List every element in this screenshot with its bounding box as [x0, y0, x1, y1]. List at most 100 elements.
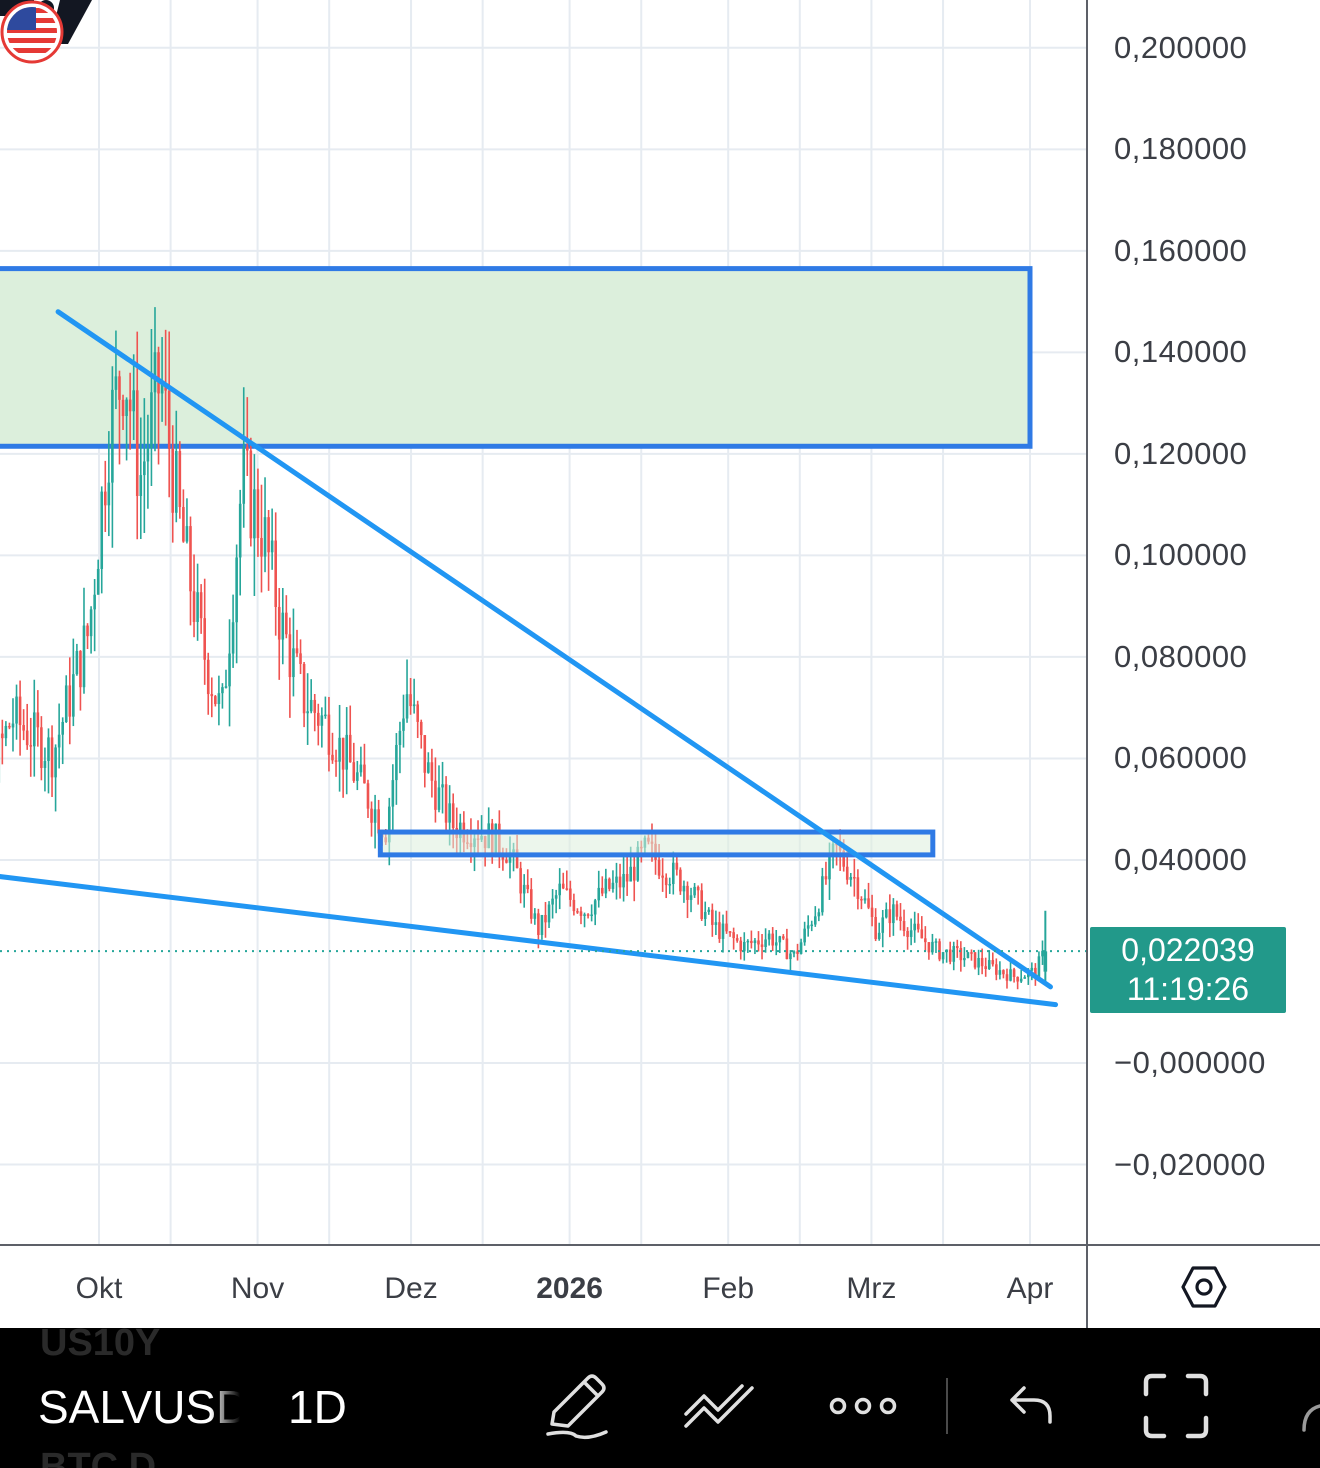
candle — [160, 337, 164, 422]
candle — [196, 563, 199, 641]
candle — [334, 749, 338, 777]
symbol-button[interactable]: SALVUSD — [38, 1380, 240, 1434]
candle — [238, 489, 242, 596]
last-candle — [1043, 910, 1048, 982]
candle — [118, 370, 121, 465]
candle — [299, 639, 302, 675]
candle-countdown: 11:19:26 — [1126, 971, 1250, 1008]
price-axis-label: 0,120000 — [1114, 435, 1248, 471]
previous-symbol-ghost: US10Y — [40, 1328, 161, 1364]
candle — [402, 694, 405, 748]
candle — [661, 858, 664, 892]
candle — [231, 594, 235, 668]
candle — [1005, 968, 1009, 989]
price-axis[interactable]: 0,022039 11:19:26 0,200000 0,180000 0,1600… — [1086, 0, 1320, 1244]
candle — [128, 372, 132, 450]
candle — [405, 659, 409, 723]
candle — [302, 661, 306, 728]
us-flag-icon[interactable] — [0, 0, 64, 64]
candle — [64, 675, 68, 723]
candle — [189, 516, 192, 626]
candle — [306, 673, 309, 745]
candle — [267, 509, 270, 591]
time-axis-label: Apr — [1006, 1272, 1054, 1305]
price-axis-label: −0,000000 — [1114, 1045, 1266, 1080]
candle — [228, 619, 231, 727]
interval-button[interactable]: 1D — [288, 1381, 347, 1433]
candle — [551, 889, 554, 919]
candle — [913, 911, 916, 943]
candle — [600, 876, 604, 897]
candle — [934, 938, 938, 953]
candle — [963, 947, 966, 967]
candle — [22, 709, 25, 741]
candle — [430, 748, 434, 798]
candle — [50, 725, 54, 797]
candle — [860, 896, 863, 910]
candle — [881, 910, 885, 948]
candle — [57, 703, 61, 769]
candle — [427, 752, 430, 774]
pencil-icon[interactable] — [540, 1370, 612, 1442]
candle — [8, 722, 11, 730]
candle — [174, 410, 178, 523]
candle — [256, 468, 260, 557]
candle — [121, 394, 125, 430]
candle — [324, 696, 327, 719]
candle — [916, 913, 920, 933]
price-axis-label: 0,040000 — [1114, 841, 1248, 877]
candle — [615, 862, 618, 900]
trendline-tool-icon[interactable] — [682, 1370, 756, 1442]
price-axis-label: 0,160000 — [1114, 232, 1248, 268]
price-chart[interactable] — [0, 0, 1086, 1244]
candle — [703, 901, 707, 926]
candle — [714, 910, 718, 936]
fullscreen-icon[interactable] — [1140, 1370, 1212, 1442]
candle — [686, 881, 689, 919]
candle — [604, 868, 608, 899]
candle — [245, 397, 249, 476]
candle — [671, 851, 675, 895]
candle — [789, 950, 792, 971]
candle — [618, 863, 622, 899]
candle — [721, 914, 725, 953]
candle — [782, 934, 785, 941]
more-dots-icon[interactable] — [828, 1370, 898, 1442]
axis-settings-button[interactable] — [1086, 1244, 1320, 1328]
candle — [139, 417, 143, 540]
candle — [590, 904, 593, 922]
undo-icon[interactable] — [1006, 1370, 1056, 1442]
candle — [341, 737, 345, 798]
candle — [32, 679, 36, 777]
candle — [892, 898, 895, 936]
upper-trendline — [55, 309, 1053, 990]
candle — [320, 707, 324, 748]
candle — [998, 961, 1002, 980]
time-axis[interactable]: Okt Nov Dez 2026 Feb Mrz Apr — [0, 1244, 1086, 1328]
candle — [991, 952, 995, 967]
candle — [295, 629, 299, 657]
candle — [47, 728, 50, 794]
chart-area[interactable] — [0, 0, 1086, 1244]
next-symbol-ghost: BTC.D — [40, 1446, 157, 1468]
candle — [54, 744, 57, 812]
candle — [288, 617, 292, 718]
candle — [597, 870, 601, 908]
candle — [1, 719, 4, 765]
candle — [1041, 940, 1044, 965]
candle — [682, 880, 686, 903]
candle — [249, 437, 253, 547]
candle — [778, 935, 782, 954]
candle — [899, 903, 902, 931]
candle — [171, 425, 175, 543]
candle — [157, 346, 160, 465]
time-axis-label: Feb — [702, 1272, 755, 1305]
candle — [146, 414, 150, 509]
candle — [274, 512, 277, 636]
candle — [984, 957, 987, 977]
candle — [260, 484, 263, 593]
candle — [363, 743, 366, 784]
partial-toolbar-icon[interactable] — [1298, 1370, 1320, 1442]
candle — [519, 861, 522, 904]
candle — [398, 721, 402, 774]
